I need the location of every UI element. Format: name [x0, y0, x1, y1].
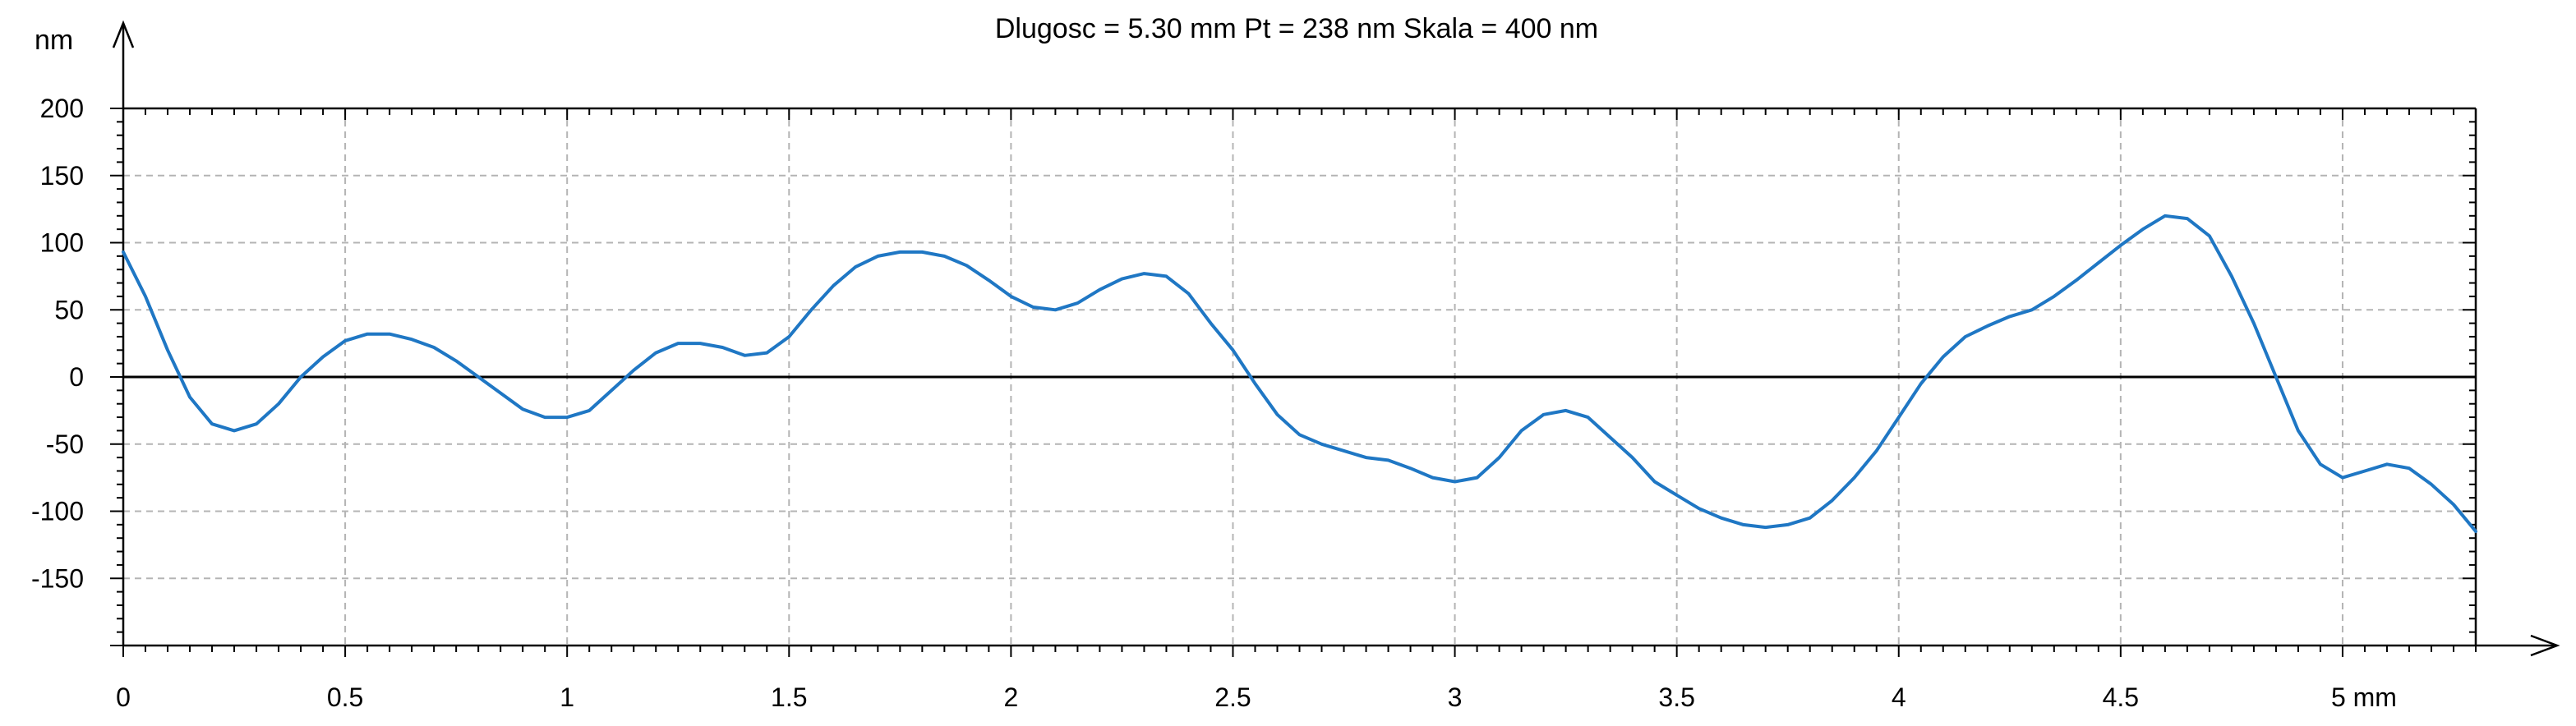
x-tick-label: 4 [1892, 682, 1906, 712]
x-tick-label: 0.5 [327, 682, 363, 712]
x-tick-label: 0 [116, 682, 131, 712]
y-axis-unit-label: nm [35, 25, 73, 56]
tick-labels: 0 0.5 1 1.5 2 2.5 3 3.5 4 4.5 5 mm 200 150 100 50 0 -50 -… [31, 94, 2397, 712]
y-tick-label: 150 [40, 161, 84, 191]
series-layer [122, 214, 2477, 533]
axes [112, 20, 2560, 657]
series-line [122, 214, 2477, 533]
y-tick-label: -50 [46, 430, 84, 459]
y-tick-label: -150 [31, 563, 84, 593]
y-tick-label: 200 [40, 94, 84, 123]
x-tick-label: 3 [1448, 682, 1463, 712]
x-tick-label: 5 mm [2331, 682, 2397, 712]
tick-marks [110, 108, 2477, 657]
x-tick-label: 4.5 [2103, 682, 2139, 712]
x-axis-arrow [2530, 634, 2560, 657]
y-tick-label: 100 [40, 228, 84, 258]
x-tick-label: 2 [1003, 682, 1018, 712]
y-axis-arrow [112, 20, 135, 48]
y-tick-label: 50 [54, 295, 84, 324]
chart-title: Dlugosc = 5.30 mm Pt = 238 nm Skala = 40… [995, 13, 1598, 44]
x-tick-label: 1.5 [771, 682, 807, 712]
y-tick-label: 0 [69, 362, 84, 392]
y-tick-label: -100 [31, 497, 84, 526]
x-tick-label: 3.5 [1658, 682, 1694, 712]
x-tick-label: 2.5 [1214, 682, 1251, 712]
x-tick-label: 1 [560, 682, 574, 712]
